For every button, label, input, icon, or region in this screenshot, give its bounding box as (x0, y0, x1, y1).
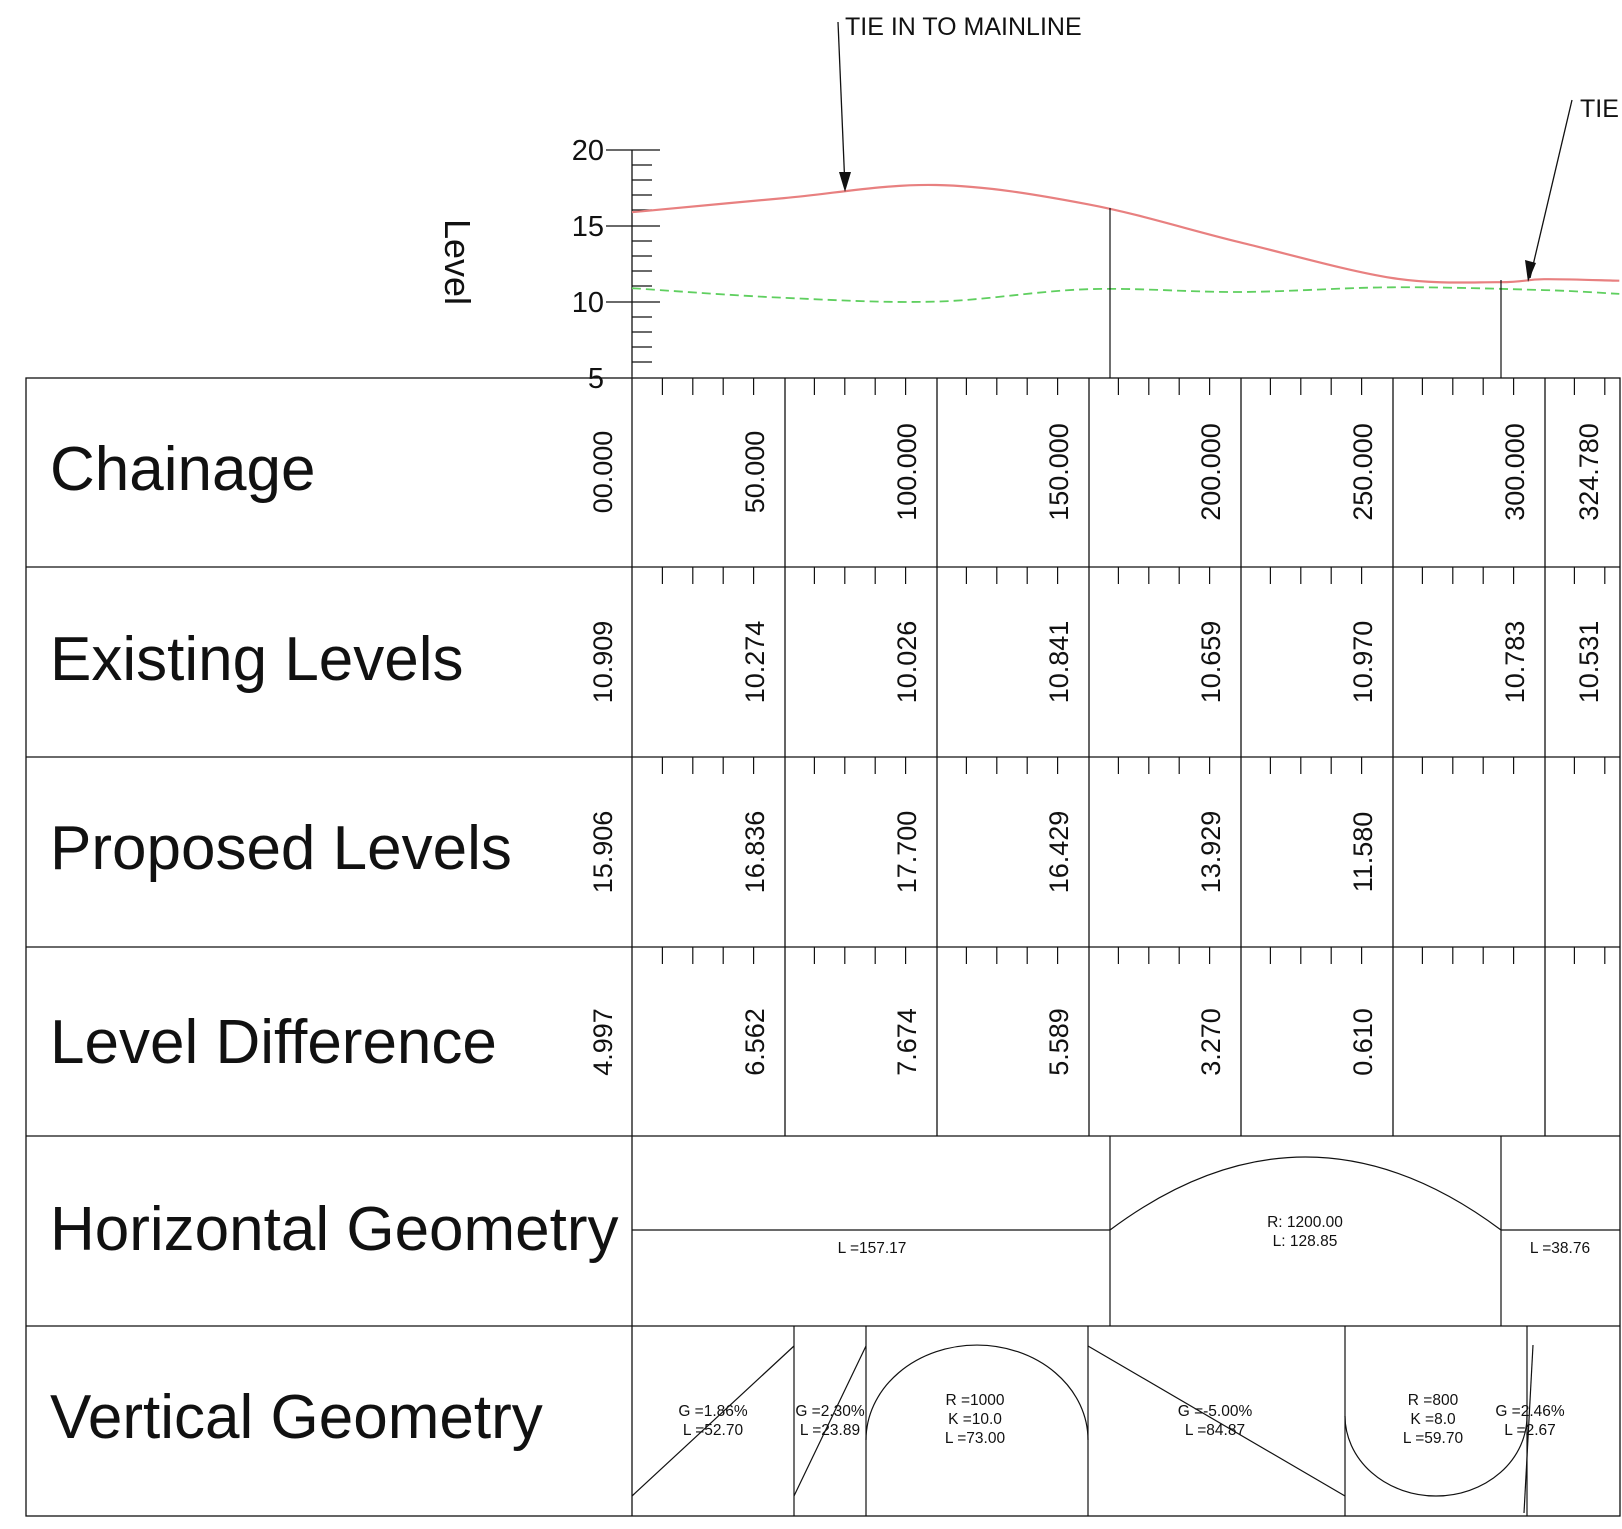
horizontal-geometry-graphic (632, 1136, 1620, 1326)
existing-level-values: 10.909 10.274 10.026 10.841 10.659 10.97… (588, 621, 1604, 704)
row-title-existing: Existing Levels (50, 625, 464, 694)
vertical-grade-1-length: L =52.70 (683, 1422, 744, 1439)
level-difference-value: 0.610 (1348, 1008, 1378, 1076)
level-difference-values: 4.997 6.562 7.674 5.589 3.270 0.610 (588, 1008, 1378, 1076)
row-title-vertical: Vertical Geometry (50, 1383, 543, 1452)
existing-level-value: 10.026 (892, 621, 922, 704)
tie-in-left-leader (837, 21, 851, 192)
data-table (25, 377, 1621, 1517)
chainage-values: 00.000 50.000 100.000 150.000 200.000 25… (588, 423, 1604, 521)
horizontal-tangent-2-length: L =38.76 (1530, 1240, 1590, 1257)
tie-in-right-leader (1525, 99, 1573, 282)
level-difference-value: 4.997 (588, 1008, 618, 1076)
vertical-grade-3: G =-5.00% (1178, 1403, 1253, 1420)
proposed-level-value: 11.580 (1348, 812, 1378, 893)
crest-curve (865, 1344, 1089, 1441)
grade-2-line (793, 1345, 867, 1497)
row-tick-marks (661, 378, 1606, 964)
chainage-value: 100.000 (892, 423, 922, 521)
existing-level-value: 10.274 (740, 621, 770, 704)
level-difference-value: 3.270 (1196, 1008, 1226, 1076)
y-tick-15: 15 (572, 211, 604, 243)
row-title-horizontal: Horizontal Geometry (50, 1195, 619, 1264)
vertical-grade-2: G =2.30% (795, 1403, 865, 1420)
row-title-proposed: Proposed Levels (50, 814, 512, 883)
existing-level-value: 10.970 (1348, 621, 1378, 704)
vertical-crest-k: K =10.0 (948, 1411, 1002, 1428)
y-tick-10: 10 (572, 287, 604, 319)
y-axis-label: Level (437, 219, 478, 305)
sag-curve (1344, 1415, 1528, 1497)
proposed-level-line (631, 183, 1620, 284)
row-title-chainage: Chainage (50, 435, 315, 504)
vertical-grade-4-length: L =2.67 (1504, 1422, 1556, 1439)
vertical-grade-1: G =1.86% (678, 1403, 748, 1420)
proposed-level-value: 15.906 (588, 811, 618, 894)
vertical-crest-length: L =73.00 (945, 1430, 1006, 1447)
horizontal-curve-radius: R: 1200.00 (1267, 1214, 1343, 1231)
proposed-level-value: 16.836 (740, 811, 770, 894)
y-tick-5: 5 (588, 363, 604, 395)
profile-area: Level 20 15 10 5 (437, 13, 1620, 395)
y-tick-20: 20 (572, 135, 604, 167)
existing-level-value: 10.531 (1574, 621, 1604, 704)
proposed-level-value: 13.929 (1196, 811, 1226, 894)
horizontal-tangent-1-length: L =157.17 (838, 1240, 907, 1257)
grade-4-line (1523, 1344, 1534, 1514)
existing-level-value: 10.841 (1044, 621, 1074, 704)
proposed-level-value: 17.700 (892, 811, 922, 894)
vertical-sag-radius: R =800 (1408, 1392, 1459, 1409)
vertical-grade-3-length: L =84.87 (1185, 1422, 1245, 1439)
tie-in-right-label: TIE (1580, 95, 1619, 123)
vertical-sag-length: L =59.70 (1403, 1430, 1464, 1447)
horizontal-curve-length: L: 128.85 (1273, 1233, 1338, 1250)
existing-level-value: 10.659 (1196, 621, 1226, 704)
existing-level-value: 10.909 (588, 621, 618, 704)
vertical-crest-radius: R =1000 (945, 1392, 1004, 1409)
y-axis-scale (606, 149, 660, 376)
horizontal-curve (1109, 1156, 1502, 1231)
grade-3-line (1087, 1345, 1346, 1497)
proposed-level-value: 16.429 (1044, 811, 1074, 894)
vertical-geometry-graphic (631, 1326, 1534, 1516)
existing-level-line (631, 286, 1620, 303)
level-difference-value: 5.589 (1044, 1008, 1074, 1076)
chainage-value: 200.000 (1196, 423, 1226, 521)
chainage-value: 250.000 (1348, 423, 1378, 521)
chainage-value: 150.000 (1044, 423, 1074, 521)
vertical-grade-4: G =2.46% (1495, 1403, 1565, 1420)
level-difference-value: 6.562 (740, 1008, 770, 1076)
grade-1-line (631, 1345, 795, 1497)
tie-in-left-label: TIE IN TO MAINLINE (845, 13, 1082, 41)
chainage-value: 324.780 (1574, 423, 1604, 521)
existing-level-value: 10.783 (1500, 621, 1530, 704)
row-title-difference: Level Difference (50, 1008, 497, 1077)
chainage-value: 300.000 (1500, 423, 1530, 521)
level-difference-value: 7.674 (892, 1008, 922, 1076)
vertical-grade-2-length: L =23.89 (800, 1422, 860, 1439)
chainage-value: 50.000 (740, 431, 770, 514)
chainage-value: 00.000 (588, 431, 618, 514)
proposed-level-values: 15.906 16.836 17.700 16.429 13.929 11.58… (588, 811, 1378, 894)
vertical-sag-k: K =8.0 (1410, 1411, 1456, 1428)
profile-section-lines (631, 208, 1502, 378)
